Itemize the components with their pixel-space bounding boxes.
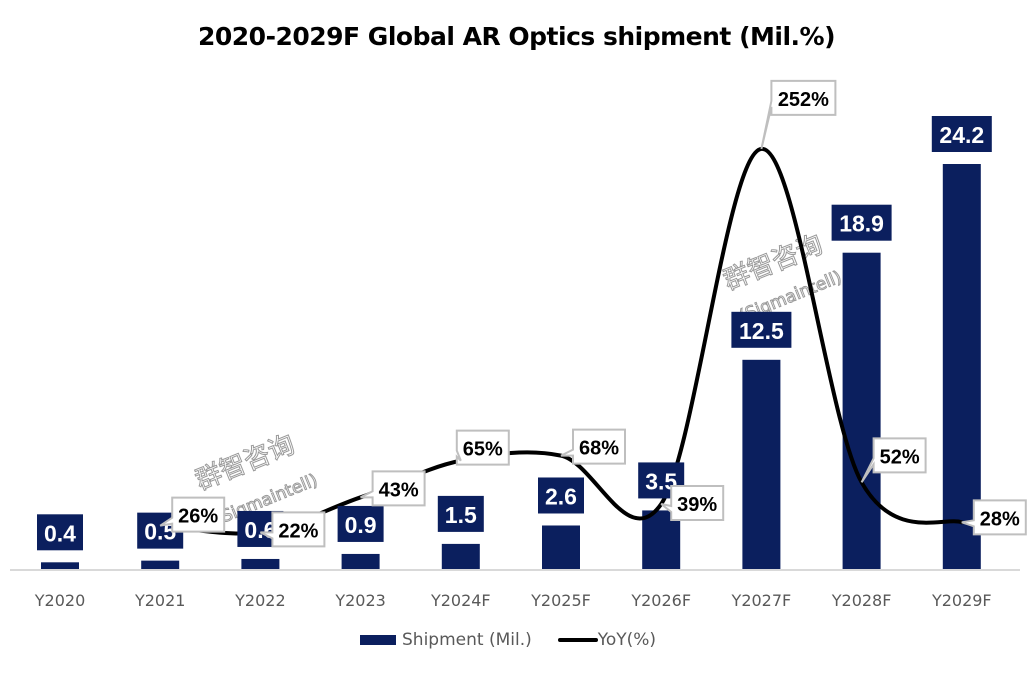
bar-value-label: 0.4 [44,520,76,546]
bar-value-label: 1.5 [445,502,477,528]
bar-value-label-box [337,505,384,542]
x-tick-label: Y2023 [334,591,386,610]
legend-label-shipment: Shipment (Mil.) [402,630,532,650]
bar [41,562,79,569]
yoy-callout-box [360,470,426,507]
chart-title: 2020-2029F Global AR Optics shipment (Mi… [197,22,836,51]
x-tick-label: Y2022 [234,591,286,610]
yoy-callout-box [159,496,226,533]
bar-value-label-box [37,514,83,551]
legend-bar-swatch [360,635,396,645]
bar-value-label-box [731,311,792,348]
x-tick-label: Y2020 [34,591,86,610]
x-tick-label: Y2024F [430,591,491,610]
yoy-callout-box [860,437,927,483]
bar [241,558,280,569]
yoy-value-label: 39% [677,494,717,516]
yoy-callout-box [560,428,626,465]
yoy-value-label: 22% [278,520,318,542]
yoy-value-label: 28% [980,508,1020,530]
bar-value-label: 18.9 [839,211,884,237]
yoy-value-label: 65% [463,439,503,461]
bar-value-label-box [831,204,892,241]
bar-value-label-box [931,116,992,152]
bar-value-label: 2.6 [545,483,577,509]
x-tick-label: Y2027F [731,591,792,610]
legend: Shipment (Mil.) YoY(%) [360,630,656,650]
bar-value-label: 0.9 [345,512,377,538]
yoy-value-label: 52% [880,446,920,468]
yoy-value-label: 43% [379,479,419,501]
legend-label-yoy: YoY(%) [597,630,657,650]
bar [842,252,881,569]
bar-value-label: 24.2 [939,122,984,148]
bar-value-label-box [437,495,484,532]
yoy-value-label: 68% [579,438,619,460]
yoy-callout-box [455,429,510,466]
bar [441,543,480,569]
yoy-value-label: 26% [178,506,218,528]
x-tick-label: Y2026F [630,591,691,610]
bar [742,359,781,569]
bar [341,553,380,569]
x-tick-label: Y2028F [831,591,892,610]
legend-line-swatch [557,638,598,642]
yoy-callout-box [760,79,837,150]
x-tick-label: Y2025F [530,591,591,610]
bar-value-label: 12.5 [739,318,784,344]
yoy-value-label: 252% [778,89,829,111]
bar-value-label-box [538,477,584,514]
yoy-callout-box [660,484,725,521]
x-tick-label: Y2029F [931,591,992,610]
bar [542,525,580,569]
x-tick-label: Y2021 [134,591,186,610]
bar [141,560,180,569]
yoy-callout-box [961,499,1027,536]
yoy-callout-box [259,511,326,548]
